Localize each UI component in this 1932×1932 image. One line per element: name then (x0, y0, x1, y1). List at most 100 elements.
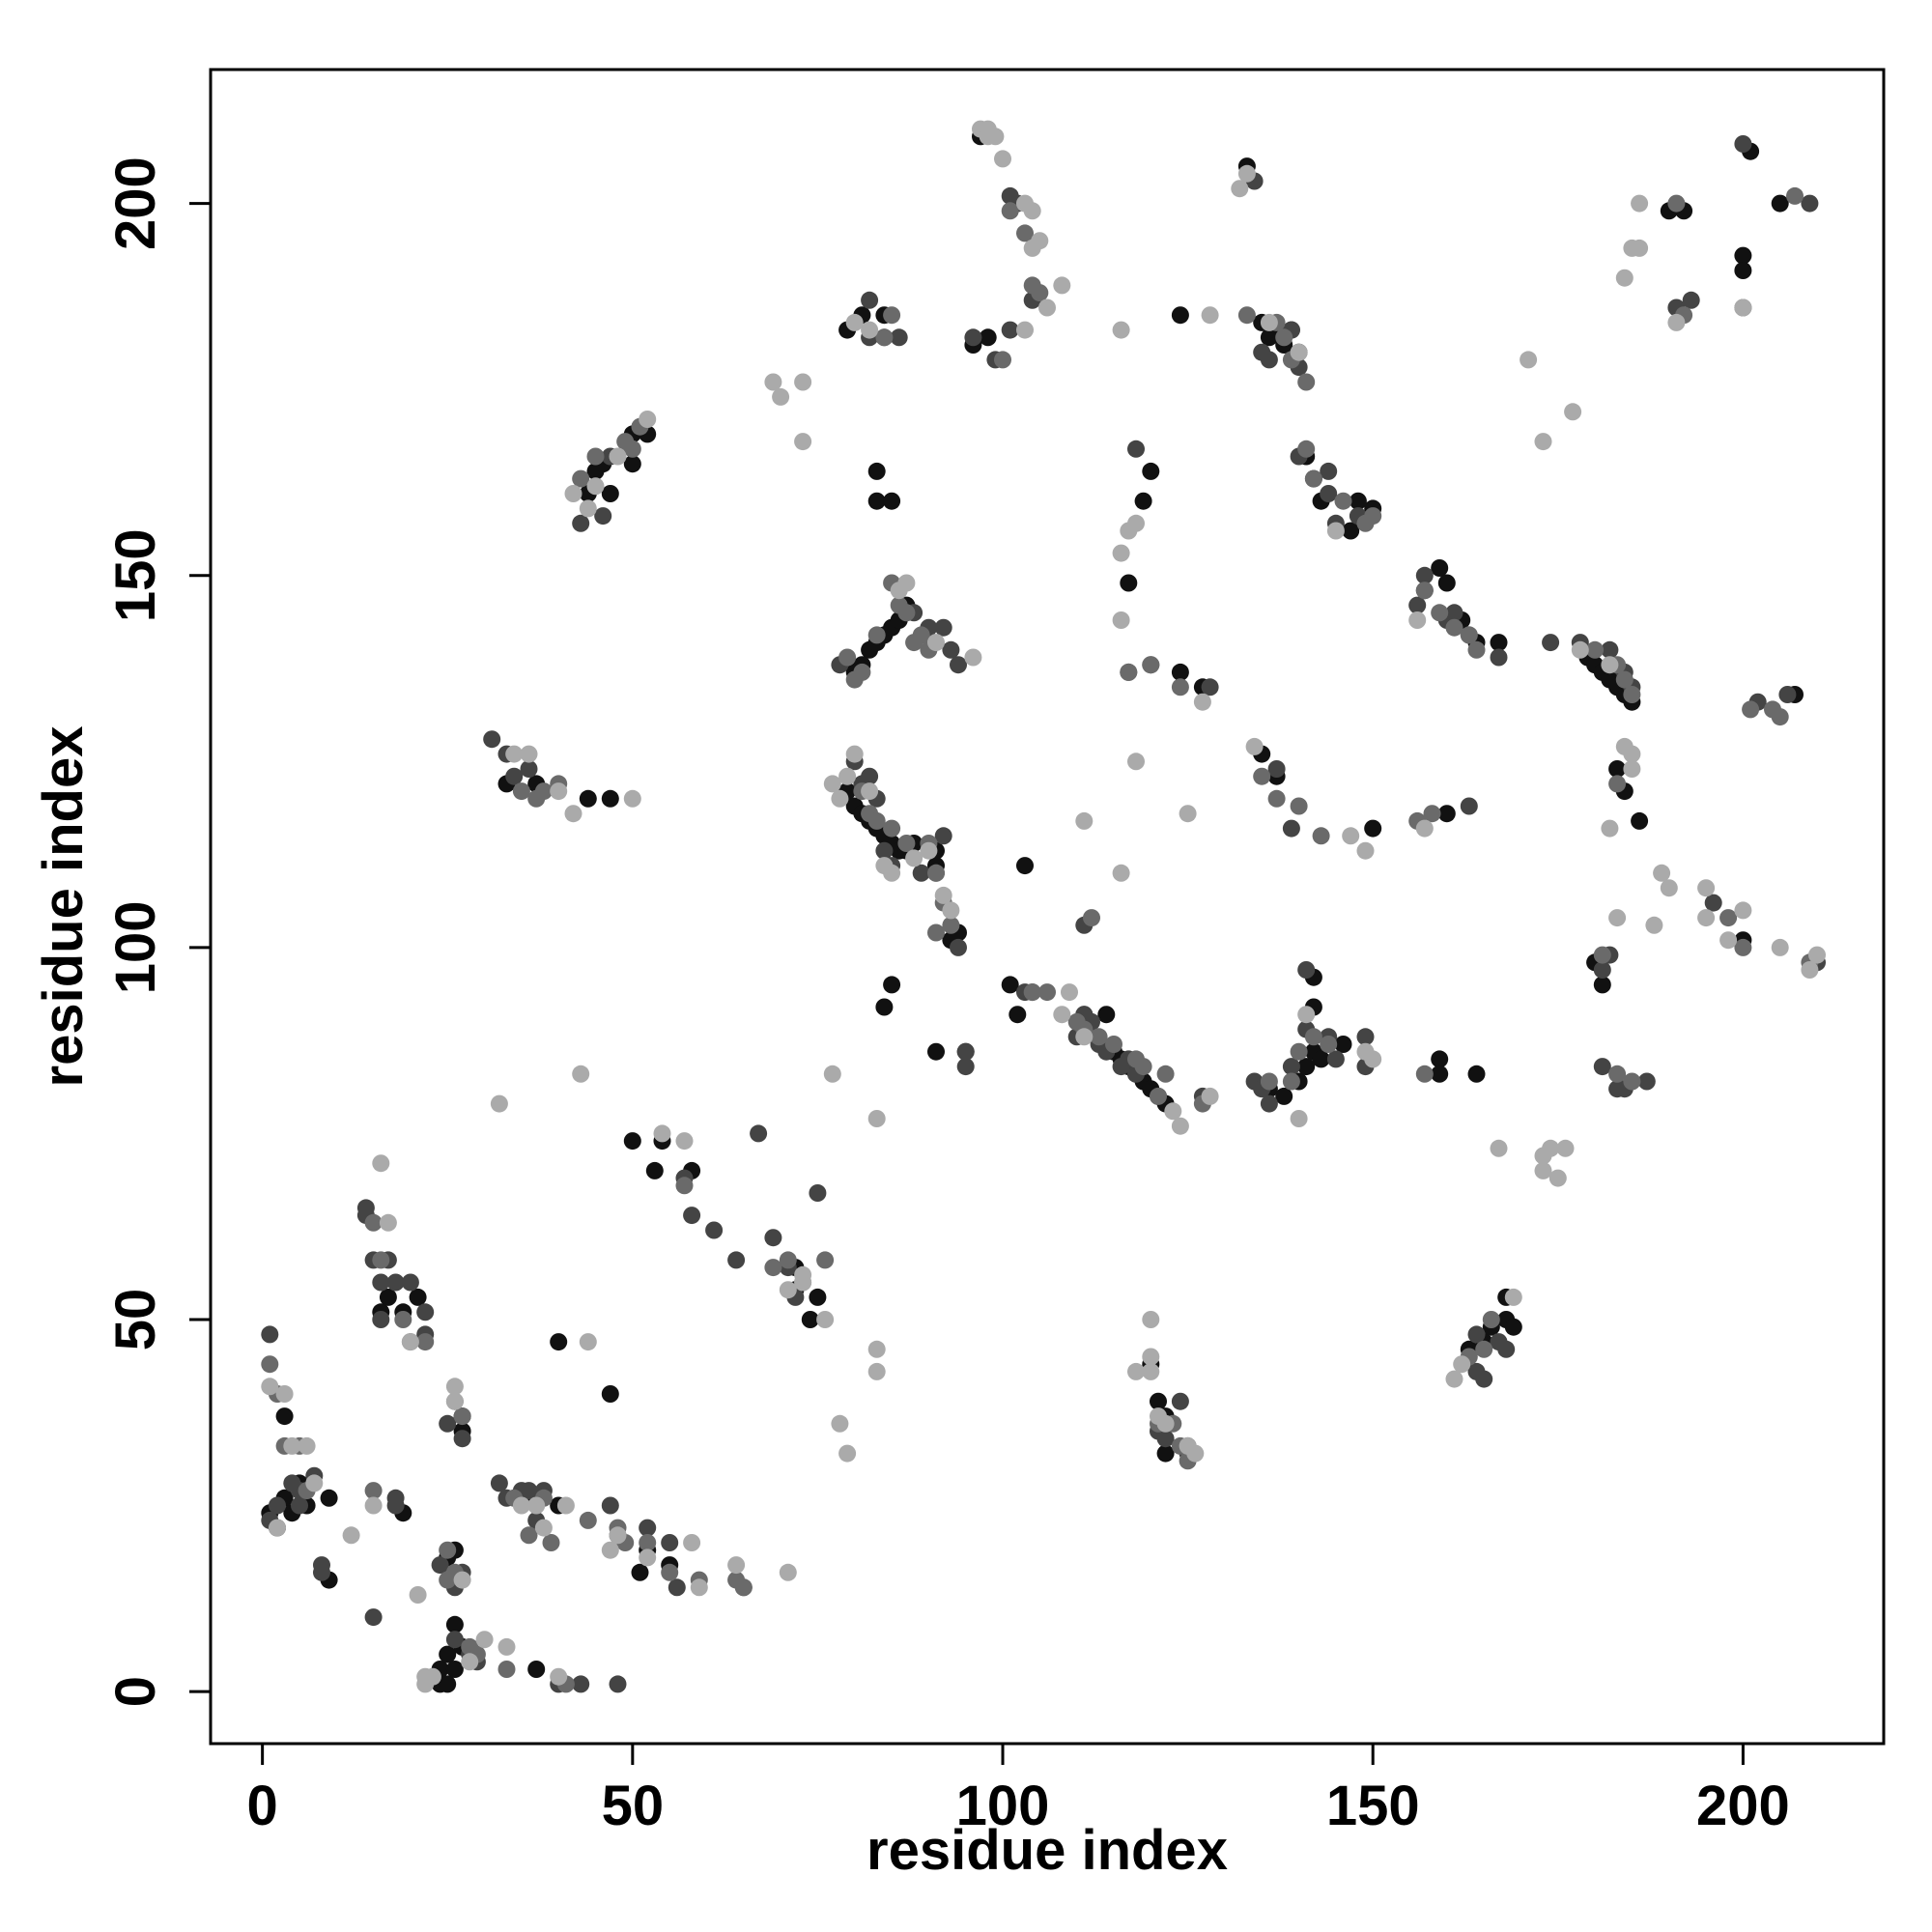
scatter-point (1150, 1087, 1167, 1105)
scatter-point (1112, 321, 1130, 339)
scatter-point (379, 1288, 397, 1306)
scatter-point (1408, 611, 1427, 629)
scatter-point (1631, 194, 1649, 213)
scatter-point (1127, 440, 1145, 458)
scatter-point (1016, 857, 1034, 875)
scatter-point (423, 1667, 441, 1686)
scatter-point (1571, 640, 1589, 659)
scatter-point (994, 351, 1011, 369)
scatter-point (1445, 618, 1463, 637)
scatter-point (505, 745, 524, 763)
scatter-point (1038, 298, 1056, 317)
scatter-point (1201, 678, 1219, 696)
scatter-point (1356, 1028, 1375, 1046)
scatter-point (1623, 760, 1641, 778)
scatter-point (483, 730, 501, 749)
y-tick-label: 200 (104, 156, 167, 250)
scatter-point (645, 1161, 664, 1179)
scatter-point (1237, 306, 1256, 325)
scatter-point (1304, 1028, 1322, 1046)
scatter-point (1475, 1370, 1493, 1388)
scatter-point (1142, 1362, 1160, 1380)
scatter-point (534, 1519, 553, 1537)
scatter-point (1083, 909, 1100, 927)
scatter-point (950, 656, 967, 674)
scatter-point (734, 1578, 753, 1597)
scatter-point (1653, 864, 1671, 882)
scatter-point (1127, 514, 1145, 532)
scatter-point (979, 328, 997, 347)
scatter-point (261, 1378, 279, 1396)
scatter-point (1771, 708, 1789, 726)
scatter-point (816, 1311, 835, 1328)
scatter-point (550, 1333, 568, 1351)
scatter-point (283, 1436, 301, 1455)
scatter-point (275, 1407, 294, 1426)
scatter-point (1009, 1006, 1027, 1024)
scatter-point (794, 373, 812, 391)
scatter-point (564, 485, 582, 502)
scatter-point (1156, 1065, 1175, 1083)
scatter-point (1475, 1340, 1493, 1358)
scatter-point (372, 1311, 390, 1328)
scatter-point (1179, 805, 1197, 823)
scatter-point (1053, 1006, 1071, 1024)
scatter-point (994, 150, 1011, 168)
scatter-point (1297, 1006, 1316, 1024)
scatter-point (275, 1385, 294, 1403)
scatter-point (1601, 819, 1619, 838)
scatter-point (1445, 604, 1463, 622)
scatter-point (1090, 1028, 1108, 1046)
scatter-point (497, 1661, 516, 1678)
scatter-point (1334, 1036, 1352, 1053)
scatter-point (269, 1496, 286, 1515)
scatter-point (520, 745, 538, 763)
scatter-point (512, 782, 530, 801)
scatter-point (1467, 1065, 1486, 1083)
scatter-point (1237, 164, 1256, 183)
scatter-point (1127, 1362, 1145, 1380)
scatter-point (1142, 656, 1160, 674)
scatter-point (883, 492, 901, 510)
scatter-point (690, 1578, 708, 1597)
scatter-point (1171, 663, 1189, 681)
scatter-point (1142, 1348, 1160, 1366)
scatter-point (875, 998, 894, 1016)
scatter-point (986, 128, 1005, 146)
scatter-point (1431, 1050, 1449, 1068)
scatter-point (1697, 879, 1716, 897)
scatter-point (572, 514, 590, 532)
scatter-point (764, 1229, 782, 1247)
scatter-point (1112, 864, 1130, 882)
scatter-point (683, 1207, 701, 1225)
scatter-point (816, 1251, 835, 1269)
scatter-point (801, 1311, 819, 1328)
scatter-point (1520, 351, 1538, 369)
scatter-point (1282, 1058, 1300, 1076)
scatter-point (550, 782, 568, 801)
scatter-point (1297, 961, 1316, 979)
x-tick-label: 0 (247, 1775, 278, 1837)
scatter-point (601, 1541, 619, 1559)
scatter-point (1437, 574, 1456, 592)
scatter-point (1734, 901, 1752, 920)
scatter-point (364, 1213, 383, 1232)
scatter-point (639, 1534, 657, 1551)
scatter-point (1608, 1065, 1627, 1083)
scatter-point (1171, 1117, 1189, 1135)
scatter-point (823, 1065, 841, 1083)
scatter-point (579, 1333, 597, 1351)
scatter-point (305, 1474, 324, 1492)
scatter-point (861, 321, 879, 339)
scatter-point (883, 864, 901, 882)
scatter-point (1364, 819, 1382, 838)
scatter-point (1142, 1311, 1160, 1328)
scatter-point (1253, 767, 1271, 785)
scatter-point (1623, 1072, 1641, 1091)
scatter-point (1504, 1288, 1522, 1306)
scatter-point (668, 1578, 686, 1597)
scatter-point (920, 841, 938, 860)
scatter-point (1467, 1325, 1486, 1344)
scatter-point (683, 1534, 701, 1551)
